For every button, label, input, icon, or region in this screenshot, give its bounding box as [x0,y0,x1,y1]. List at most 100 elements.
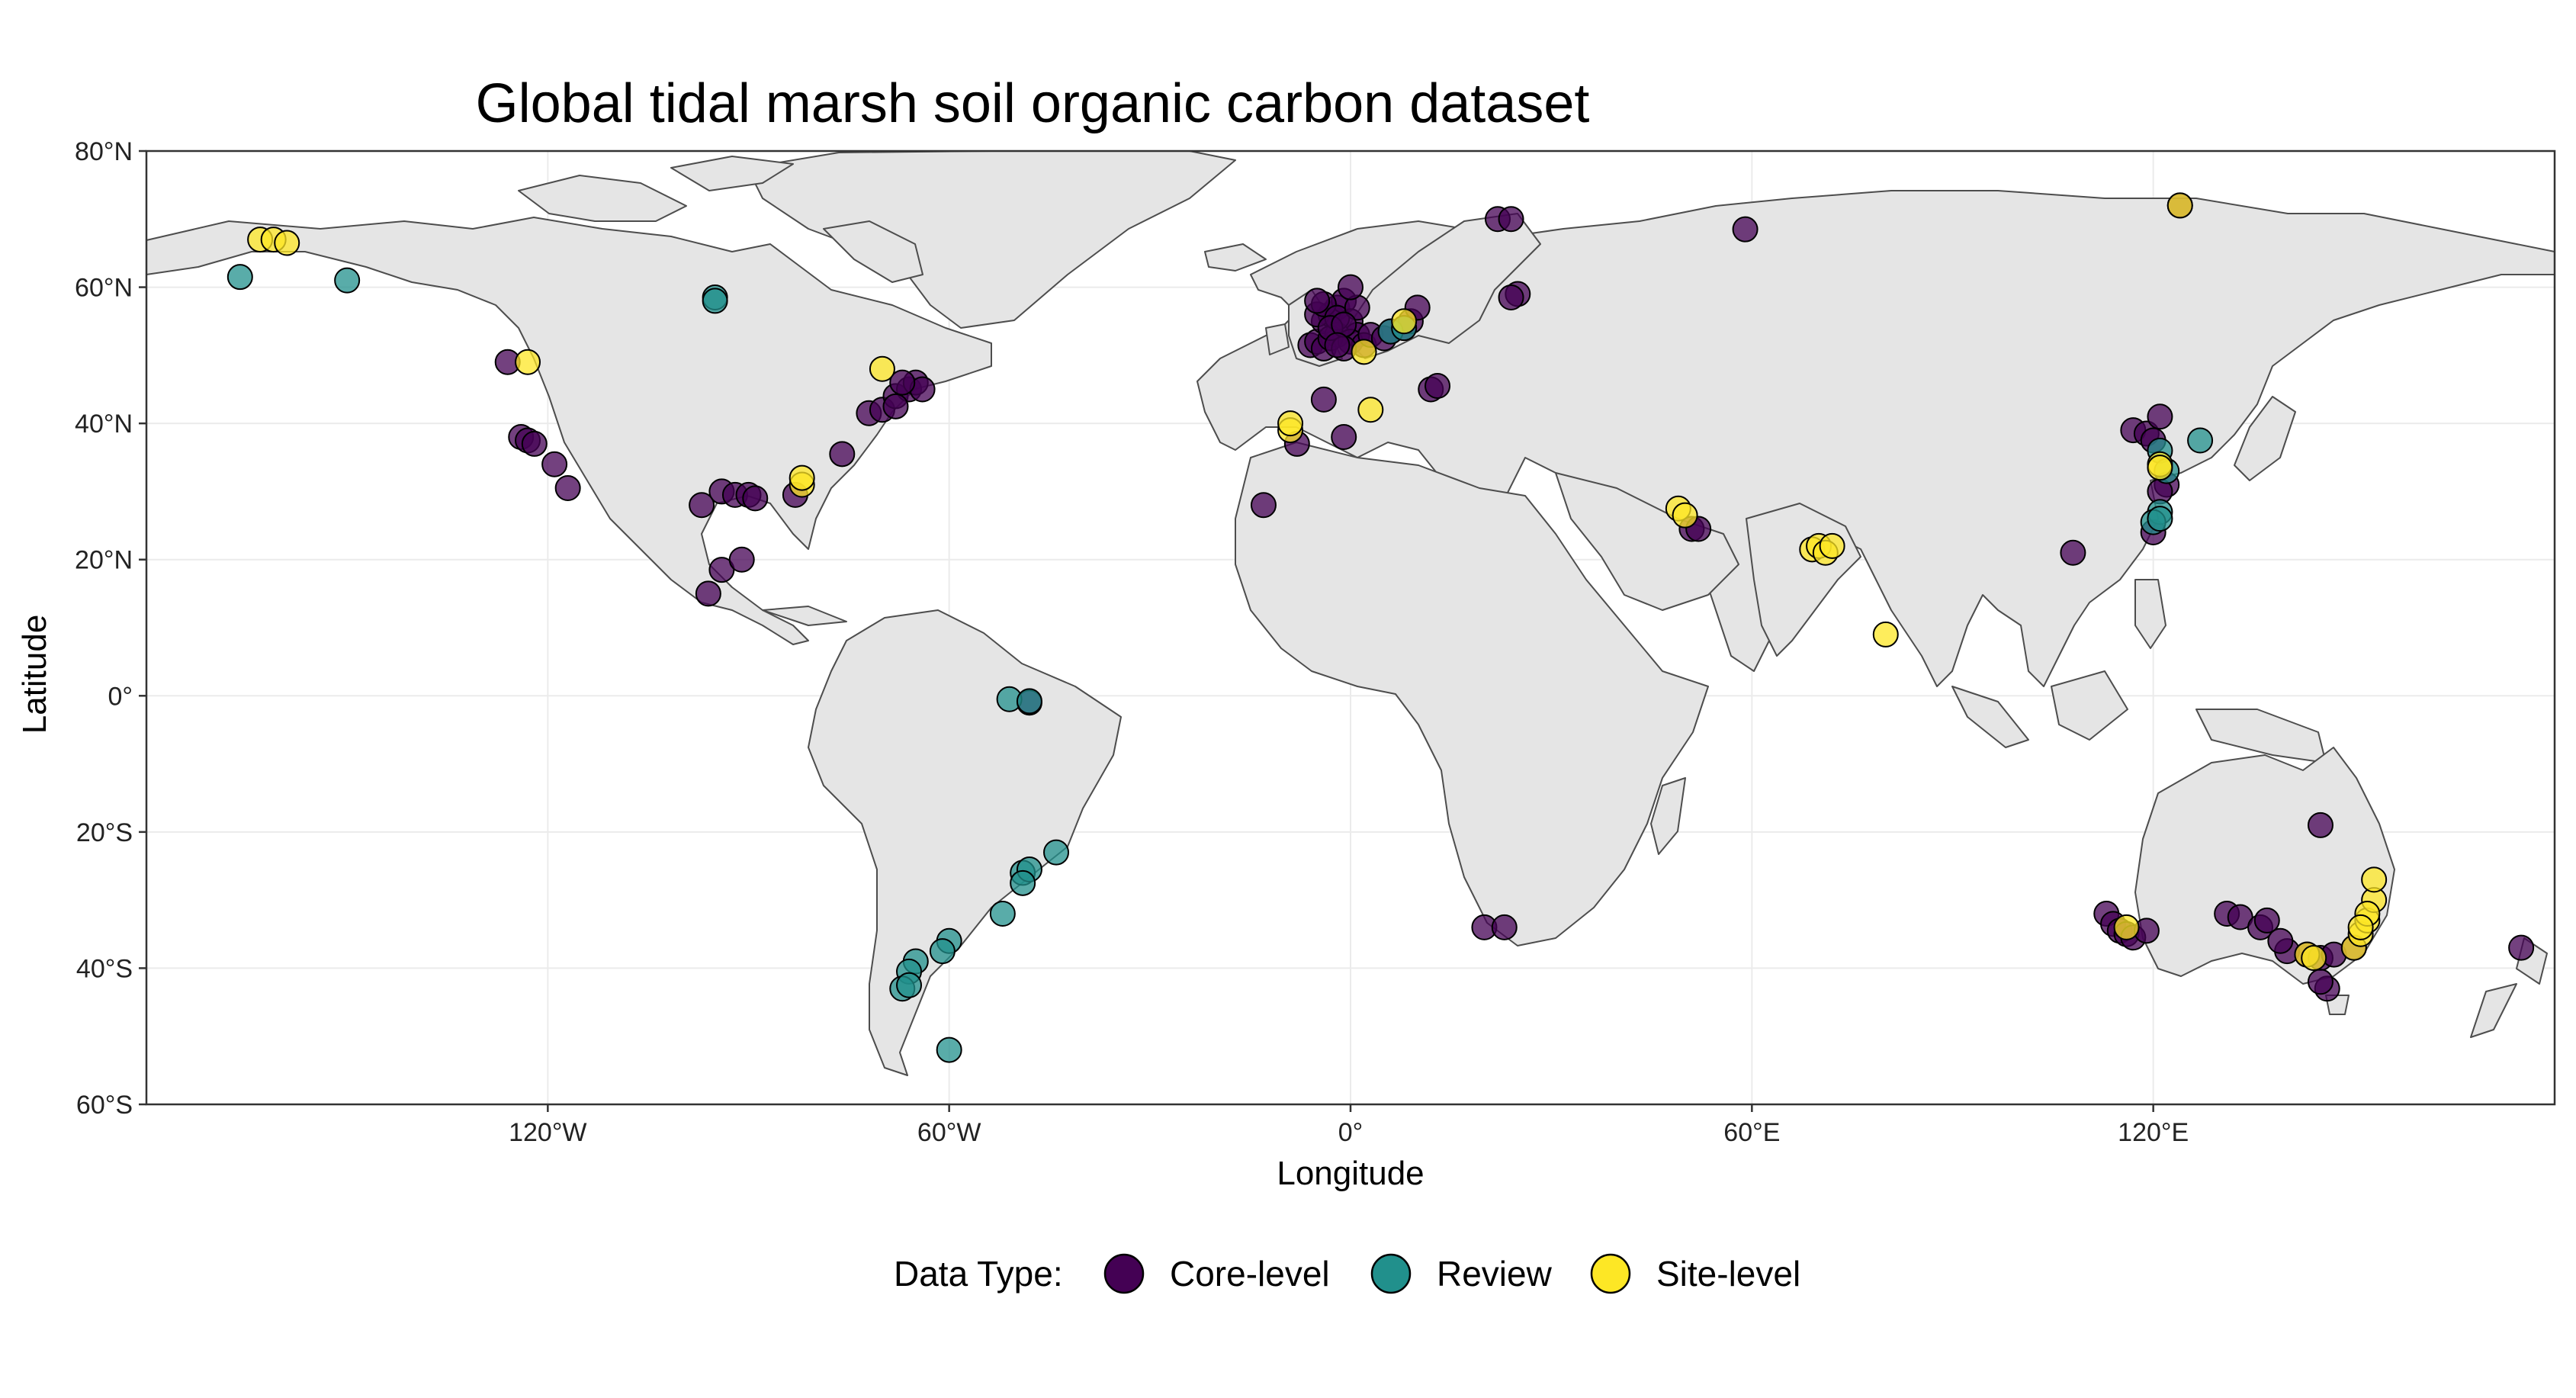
point-core-level [521,430,548,457]
land-cuba [762,606,847,626]
land-iceland [1204,243,1267,272]
point-site-level [2113,914,2140,940]
point-core-level [1324,332,1351,358]
point-core-level [1331,424,1357,450]
point-core-level [2307,811,2333,838]
x-axis-title: Longitude [1277,1155,1424,1192]
point-site-level [2301,945,2327,972]
land-masses [146,150,2555,1076]
point-review [702,288,728,314]
legend-swatch-site-level [1590,1253,1631,1294]
point-core-level [2253,907,2280,934]
point-site-level [2166,192,2193,219]
land-japan [2234,396,2296,481]
legend-label-core-level: Core-level [1170,1254,1330,1294]
point-core-level [695,580,721,607]
x-tick-label: 60°W [917,1118,981,1147]
land-sumatra [1951,686,2029,748]
point-review [929,938,956,965]
point-site-level [789,464,815,491]
point-core-level [541,451,568,477]
point-review [936,1036,962,1063]
point-core-level [2508,934,2535,961]
x-tick-label: 60°E [1723,1118,1780,1147]
point-site-level [1819,532,1845,559]
x-tick-label: 120°W [509,1118,586,1147]
point-site-level [274,230,300,256]
point-core-level [689,492,715,519]
y-axis: 80°N 60°N 40°N 20°N 0° 20°S 40°S 60°S [75,137,146,1120]
point-site-level [515,349,541,375]
point-core-level [742,485,769,512]
point-core-level [1304,288,1331,314]
land-new-zealand-south [2470,983,2517,1038]
land-australia [2134,747,2395,985]
point-core-level [1491,914,1518,940]
legend: Data Type: Core-level Review Site-level [894,1253,1800,1294]
land-madagascar [1650,777,1686,855]
point-core-level [2060,539,2086,566]
y-tick-label: 20°N [75,546,133,575]
x-tick-label: 120°E [2118,1118,2189,1147]
land-africa [1235,442,1709,946]
point-core-level [1498,206,1524,233]
land-south-america [808,609,1122,1076]
point-site-level [2361,866,2388,893]
point-site-level [1672,502,1698,529]
point-site-level [2347,914,2374,940]
y-axis-title: Latitude [16,615,53,734]
x-axis: 120°W 60°W 0° 60°E 120°E [509,1104,2189,1147]
point-core-level [1338,274,1363,300]
point-review [1016,688,1042,715]
land-arabia [1555,472,1739,611]
point-core-level [882,393,909,419]
legend-swatch-review [1370,1253,1412,1294]
land-baffin [823,220,923,283]
point-core-level [2307,969,2333,995]
plot-panel [145,149,2556,1106]
point-review [226,264,253,291]
point-core-level [1425,373,1451,400]
x-tick-label: 0° [1338,1118,1363,1147]
y-tick-label: 40°N [75,410,133,439]
point-core-level [2147,403,2173,430]
point-site-level [869,355,895,382]
point-core-level [1250,492,1277,519]
point-core-level [829,441,856,468]
y-tick-label: 20°S [76,818,133,847]
legend-label-review: Review [1437,1254,1553,1294]
land-borneo [2051,670,2128,741]
point-review [1043,839,1070,866]
point-review [2187,427,2214,454]
point-site-level [1351,339,1377,365]
point-site-level [2147,455,2173,481]
y-tick-label: 60°N [75,274,133,303]
legend-label-site-level: Site-level [1656,1254,1800,1294]
point-core-level [554,474,581,501]
legend-title: Data Type: [894,1254,1063,1294]
point-site-level [1391,308,1418,335]
y-tick-label: 0° [108,682,133,711]
point-site-level [1872,621,1899,648]
land-arctic-islands-2 [670,156,794,191]
point-core-level [1498,284,1524,310]
land-ireland [1265,323,1290,355]
y-tick-label: 60°S [76,1091,133,1120]
legend-swatch-core-level [1103,1253,1145,1294]
point-review [334,267,361,294]
point-site-level [1277,410,1304,437]
y-tick-label: 40°S [76,954,133,983]
land-arctic-islands [518,175,687,222]
point-review [1010,869,1036,896]
point-core-level [1732,216,1759,243]
land-philippines [2134,579,2166,649]
point-core-level [1310,386,1337,413]
point-review [989,901,1016,927]
point-review [2147,506,2173,532]
point-core-level [2267,927,2294,954]
point-site-level [1357,397,1384,423]
point-core-level [889,369,916,396]
plot-title: Global tidal marsh soil organic carbon d… [476,73,1590,134]
point-core-level [728,546,755,573]
